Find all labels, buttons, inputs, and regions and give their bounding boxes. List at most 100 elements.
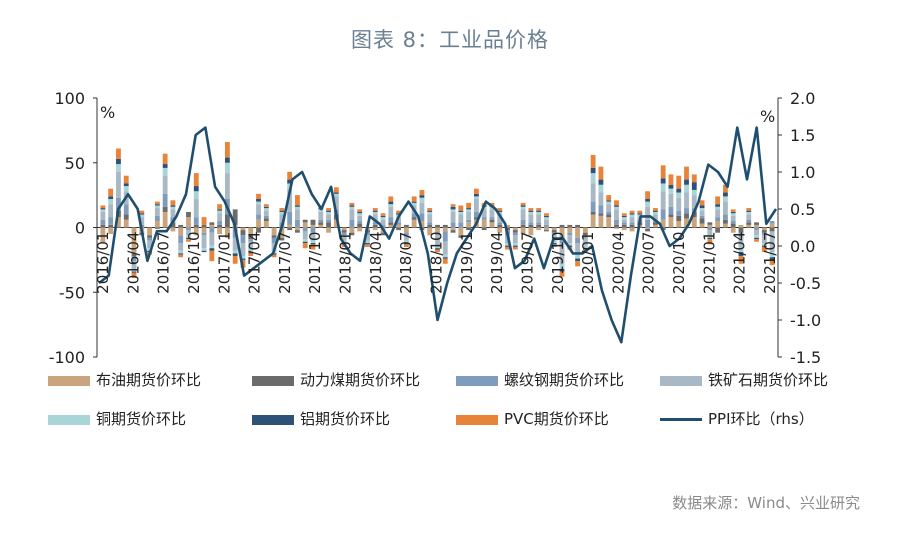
bar-coal xyxy=(442,224,448,228)
bar-brent xyxy=(614,227,619,229)
legend-item-ppi: PPI环比（rhs） xyxy=(660,408,814,429)
bar-iron xyxy=(559,243,565,264)
bar-brent xyxy=(333,219,339,228)
bar-aluminum xyxy=(629,213,635,215)
bar-aluminum xyxy=(684,179,689,185)
bar-copper xyxy=(388,204,394,207)
bar-coal xyxy=(271,235,277,238)
bar-coal xyxy=(497,224,503,228)
bar-aluminum xyxy=(248,252,254,254)
bar-copper xyxy=(520,206,526,210)
bar-aluminum xyxy=(505,245,510,247)
bar-rebar xyxy=(660,209,666,220)
bar-coal xyxy=(279,237,285,241)
bar-pvc xyxy=(769,259,775,266)
bar-rebar xyxy=(248,239,254,242)
legend-item-coal: 动力煤期货价环比 xyxy=(252,369,420,390)
bar-iron xyxy=(295,209,300,220)
bar-brent xyxy=(715,221,721,228)
bar-brent xyxy=(131,227,137,254)
bar-aluminum xyxy=(738,252,744,256)
legend-swatch-ppi xyxy=(660,418,702,421)
bar-coal xyxy=(450,230,456,233)
bar-iron xyxy=(676,197,682,211)
bar-pvc xyxy=(707,239,713,245)
bar-copper xyxy=(715,206,721,210)
bar-pvc xyxy=(723,184,728,193)
bar-rebar xyxy=(629,222,635,225)
bar-copper xyxy=(295,206,300,210)
bar-pvc xyxy=(310,244,316,250)
bar-brent xyxy=(754,224,759,228)
bar-copper xyxy=(201,248,207,251)
bar-rebar xyxy=(380,224,386,228)
bar-rebar xyxy=(193,217,199,225)
bar-brent xyxy=(645,227,651,229)
bar-coal xyxy=(575,224,580,228)
bar-brent xyxy=(559,227,565,236)
bar-brent xyxy=(707,224,713,228)
bar-copper xyxy=(186,235,191,238)
bar-brent xyxy=(295,227,300,231)
bar-iron xyxy=(365,235,370,241)
bar-iron xyxy=(730,215,736,222)
bar-rebar xyxy=(201,232,207,236)
bar-rebar xyxy=(536,222,542,225)
bar-coal xyxy=(162,206,168,212)
bar-copper xyxy=(582,245,588,249)
bar-rebar xyxy=(123,204,129,215)
bar-iron xyxy=(201,235,207,249)
bar-aluminum xyxy=(497,210,503,212)
bar-coal xyxy=(520,224,526,228)
legend-item-rebar: 螺纹钢期货价环比 xyxy=(456,369,624,390)
bar-rebar xyxy=(575,237,580,244)
bar-copper xyxy=(131,268,137,272)
bar-iron xyxy=(481,209,487,218)
bar-copper xyxy=(154,205,160,209)
bar-rebar xyxy=(178,235,184,244)
bar-iron xyxy=(318,211,324,220)
bar-pvc xyxy=(637,210,643,214)
bar-coal xyxy=(123,214,129,220)
bar-copper xyxy=(403,240,409,244)
bar-brent xyxy=(162,211,168,228)
bar-iron xyxy=(691,195,697,209)
bar-aluminum xyxy=(287,179,293,184)
left-tick-label: 50 xyxy=(65,154,85,173)
bar-brent xyxy=(186,217,191,228)
x-tick-label: 2019/10 xyxy=(549,232,567,294)
bar-aluminum xyxy=(123,183,129,187)
bar-pvc xyxy=(520,202,526,206)
bar-brent xyxy=(684,218,689,228)
bar-copper xyxy=(147,248,152,251)
x-tick-label: 2018/04 xyxy=(367,232,385,294)
bar-copper xyxy=(411,202,417,206)
bar-aluminum xyxy=(116,158,121,165)
bar-copper xyxy=(100,209,106,212)
x-tick-label: 2021/04 xyxy=(731,232,749,294)
bar-aluminum xyxy=(365,243,370,245)
bars-layer xyxy=(100,142,775,279)
bar-pvc xyxy=(271,254,277,258)
bar-copper xyxy=(676,192,682,198)
bar-aluminum xyxy=(154,204,160,206)
bar-iron xyxy=(715,209,721,218)
bar-brent xyxy=(256,219,261,228)
bar-iron xyxy=(403,235,409,241)
labels-layer: 100 50 0 -50 -100 2.0 1.5 1.0 0.5 0.0 -0.5 -1.0 -1.5… xyxy=(49,89,822,367)
legend-label-rebar: 螺纹钢期货价环比 xyxy=(504,371,625,389)
right-tick-label: 1.0 xyxy=(790,163,815,182)
bar-copper xyxy=(256,201,261,205)
right-tick-label: 0.5 xyxy=(790,200,815,219)
bar-aluminum xyxy=(333,192,339,194)
bar-copper xyxy=(536,211,542,215)
bar-coal xyxy=(380,232,386,236)
bar-copper xyxy=(427,211,433,215)
bar-copper xyxy=(123,186,129,192)
bar-brent xyxy=(730,227,736,233)
left-tick-label: 100 xyxy=(54,89,85,108)
bar-copper xyxy=(365,240,370,244)
bar-aluminum xyxy=(652,210,658,212)
bar-aluminum xyxy=(730,211,736,214)
bar-rebar xyxy=(473,211,479,218)
